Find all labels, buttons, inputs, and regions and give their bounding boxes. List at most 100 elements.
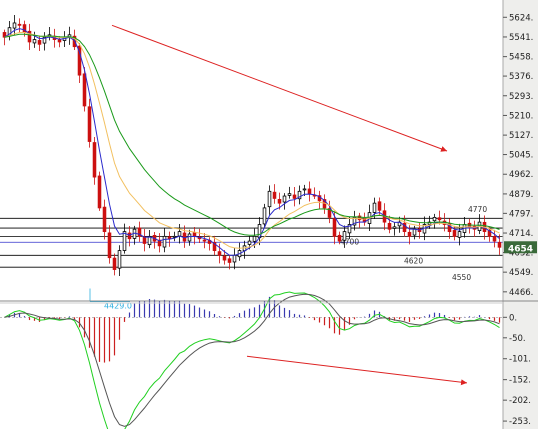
candle-body [282, 195, 287, 203]
price-tick-label: 5541. [509, 33, 533, 43]
candle-body [352, 216, 357, 226]
price-tick-label: 4962. [509, 170, 533, 180]
candle-body [92, 142, 97, 178]
candle-body [97, 175, 102, 209]
candle-body [112, 257, 117, 270]
price-trend-arrow [111, 24, 448, 152]
price-panel: 4770 4700 4620 4550 4429.0 [0, 14, 503, 311]
price-tick-label: 4797. [509, 209, 533, 219]
candle-body [492, 236, 497, 242]
price-tick-label: 4879. [509, 190, 533, 200]
candle-body [332, 218, 337, 237]
candle-body [402, 222, 407, 233]
candle-body [177, 231, 182, 237]
candle-body [297, 190, 302, 200]
price-tick-label: 5458. [509, 53, 533, 63]
candle-body [372, 202, 377, 213]
candle-body [82, 73, 87, 107]
candle-body [122, 231, 127, 251]
indicator-tick-label: -253. [509, 417, 531, 427]
candle-body [497, 242, 502, 248]
candle-body [267, 190, 272, 208]
candle-body [162, 235, 167, 248]
candle-body [107, 232, 112, 259]
candle-body [187, 233, 192, 242]
indicator-tick-label: 0. [509, 313, 517, 323]
price-tick-label: 4549. [509, 268, 533, 278]
candle-body [437, 217, 442, 221]
price-tick-label: 5127. [509, 131, 533, 141]
indicator-tick-label: -152. [509, 376, 531, 386]
indicator-tick-label: -202. [509, 396, 531, 406]
candle-body [342, 231, 347, 241]
candle-body [222, 255, 227, 261]
candle-body [327, 208, 332, 218]
price-tick-label: 5293. [509, 92, 533, 102]
candle-body [137, 227, 142, 237]
price-annotation: 4700 [340, 237, 359, 246]
candle-body [447, 223, 452, 233]
ma-green-line [4, 33, 500, 236]
price-tick-label: 5376. [509, 72, 533, 82]
price-annotation: 4550 [452, 273, 471, 282]
oscillator-signal-line [4, 293, 500, 427]
indicator-tick-label: -50. [509, 334, 526, 344]
candle-body [392, 226, 397, 229]
price-tick-label: 5210. [509, 111, 533, 121]
candle-body [252, 235, 257, 242]
candle-body [17, 23, 22, 26]
candle-body [432, 216, 437, 222]
candle-body [292, 194, 297, 199]
price-tick-label: 5045. [509, 151, 533, 161]
candle-body [337, 234, 342, 242]
candle-body [487, 229, 492, 237]
candle-body [212, 241, 217, 251]
candle-body [77, 45, 82, 76]
indicator-trend-arrow [246, 355, 468, 386]
candle-body [302, 188, 307, 191]
candle-body [287, 193, 292, 196]
candle-body [192, 232, 197, 237]
price-annotation: 4429.0 [104, 302, 132, 311]
candle-body [277, 198, 282, 204]
candle-body [32, 39, 37, 44]
candle-body [412, 228, 417, 236]
candle-body [57, 39, 62, 43]
candle-body [452, 230, 457, 237]
last-price-tag [504, 241, 537, 254]
price-tick-label: 4632. [509, 248, 533, 258]
candle-body [27, 30, 32, 43]
candle-body [117, 250, 122, 269]
candle-body [157, 239, 162, 247]
ma-orange-line [4, 32, 500, 249]
candle-body [202, 239, 207, 242]
candle-body [307, 188, 312, 195]
candle-body [227, 258, 232, 263]
candle-body [172, 235, 177, 238]
candle-body [247, 240, 252, 245]
price-tick-label: 4714. [509, 229, 533, 239]
candle-body [102, 206, 107, 233]
candle-body [127, 232, 132, 240]
candle-body [232, 254, 237, 263]
indicator-tick-label: -101. [509, 355, 531, 365]
candle-body [87, 106, 92, 142]
candle-body [42, 36, 47, 44]
candle-body [262, 207, 267, 225]
price-tick-label: 5624. [509, 13, 533, 23]
candle-body [217, 251, 222, 256]
price-annotation: 4770 [468, 205, 487, 214]
price-tick-label: 4466. [509, 288, 533, 298]
price-annotation: 4620 [404, 256, 423, 265]
candle-body [427, 221, 432, 225]
last-price-label: 4654 [508, 244, 533, 254]
candle-body [357, 215, 362, 221]
candle-body [37, 40, 42, 45]
candle-body [407, 231, 412, 237]
oscillator-green-line [4, 291, 500, 433]
candle-body [347, 224, 352, 234]
